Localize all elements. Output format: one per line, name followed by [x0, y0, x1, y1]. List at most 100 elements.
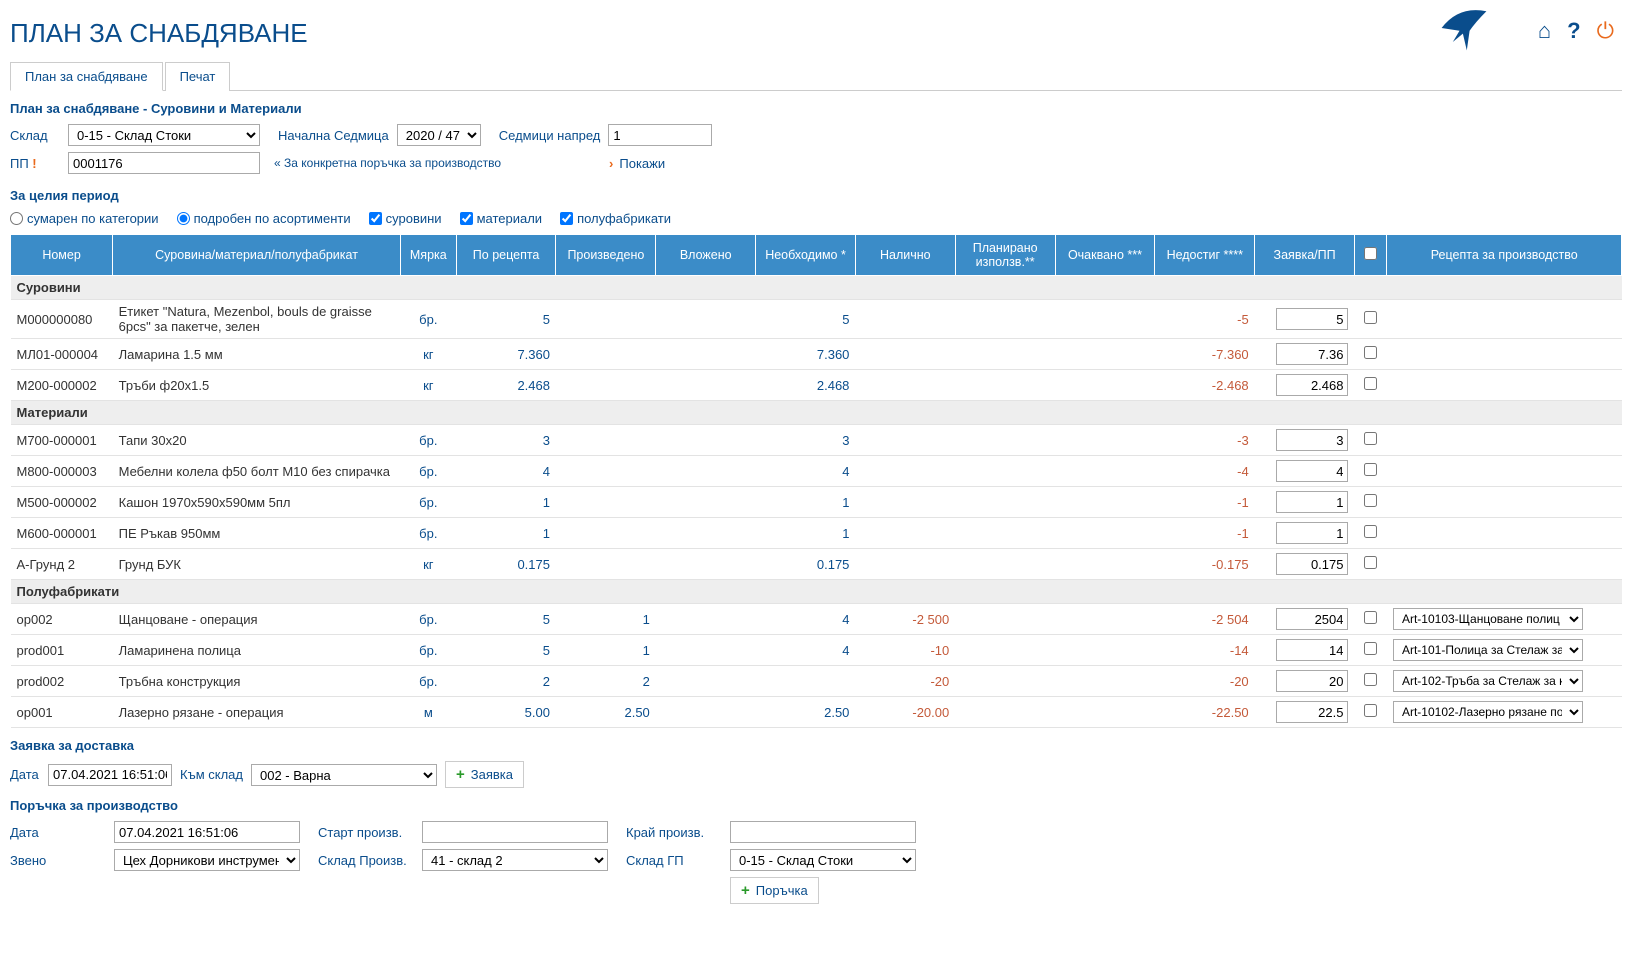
request-input[interactable]: [1276, 460, 1348, 482]
to-warehouse-select[interactable]: 002 - Варна: [251, 764, 437, 786]
supply-table: Номер Суровина/материал/полуфабрикат Мяр…: [10, 234, 1622, 728]
col-prod-recipe: Рецепта за производство: [1387, 235, 1622, 276]
section-heading: План за снабдяване - Суровини и Материал…: [10, 101, 1622, 116]
unit-select[interactable]: Цех Дорникови инструменти: [114, 849, 300, 871]
help-icon[interactable]: ?: [1567, 18, 1580, 44]
chk-raw[interactable]: суровини: [369, 211, 442, 226]
recipe-select[interactable]: Art-101-Полица за Стелаж за: [1393, 639, 1583, 661]
col-name: Суровина/материал/полуфабрикат: [113, 235, 401, 276]
start-week-label: Начална Седмица: [278, 128, 389, 143]
fg-wh-label: Склад ГП: [626, 853, 722, 868]
row-checkbox[interactable]: [1364, 525, 1377, 538]
row-checkbox[interactable]: [1364, 311, 1377, 324]
chk-materials[interactable]: материали: [460, 211, 543, 226]
table-row: M600-000001ПЕ Ръкав 950ммбр.11-1: [11, 518, 1622, 549]
row-checkbox[interactable]: [1364, 377, 1377, 390]
warehouse-select[interactable]: 0-15 - Склад Стоки: [68, 124, 260, 146]
end-prod-input[interactable]: [730, 821, 916, 843]
request-input[interactable]: [1276, 670, 1348, 692]
weeks-fwd-input[interactable]: [608, 124, 712, 146]
col-produced: Произведено: [556, 235, 656, 276]
table-row: M700-000001Тапи 30x20бр.33-3: [11, 425, 1622, 456]
request-input[interactable]: [1276, 429, 1348, 451]
home-icon[interactable]: ⌂: [1538, 18, 1551, 44]
tab-supply-plan[interactable]: План за снабдяване: [10, 62, 163, 91]
show-label: Покажи: [619, 156, 665, 171]
col-shortage: Недостиг ****: [1155, 235, 1255, 276]
request-input[interactable]: [1276, 553, 1348, 575]
radio-detailed[interactable]: подробен по асортименти: [177, 211, 351, 226]
col-available: Налично: [855, 235, 955, 276]
pp-label: ПП: [10, 156, 60, 171]
request-input[interactable]: [1276, 701, 1348, 723]
recipe-select[interactable]: Art-10103-Щанцоване полиц: [1393, 608, 1583, 630]
col-planned-use: Планирано използв.**: [955, 235, 1055, 276]
row-checkbox[interactable]: [1364, 463, 1377, 476]
prod-order-heading: Поръчка за производство: [10, 798, 1622, 813]
prod-date-input[interactable]: [114, 821, 300, 843]
row-checkbox[interactable]: [1364, 346, 1377, 359]
prod-date-label: Дата: [10, 825, 106, 840]
select-all-checkbox[interactable]: [1364, 247, 1377, 260]
table-row: МЛ01-000004Ламарина 1.5 ммкг7.3607.360-7…: [11, 339, 1622, 370]
table-row: op001Лазерно рязане - операциям5.002.502…: [11, 697, 1622, 728]
request-input[interactable]: [1276, 308, 1348, 330]
group-row: Материали: [11, 401, 1622, 425]
request-input[interactable]: [1276, 343, 1348, 365]
col-input: Вложено: [656, 235, 756, 276]
delivery-date-input[interactable]: [48, 764, 172, 786]
row-checkbox[interactable]: [1364, 642, 1377, 655]
chevron-right-icon: ›: [609, 156, 613, 171]
table-row: M500-000002Кашон 1970x590x590мм 5плбр.11…: [11, 487, 1622, 518]
recipe-select[interactable]: Art-10102-Лазерно рязане по: [1393, 701, 1583, 723]
col-number: Номер: [11, 235, 113, 276]
table-row: А-Грунд 2Грунд БУКкг0.1750.175-0.175: [11, 549, 1622, 580]
chk-semi[interactable]: полуфабрикати: [560, 211, 671, 226]
col-request: Заявка/ПП: [1255, 235, 1355, 276]
fg-wh-select[interactable]: 0-15 - Склад Стоки: [730, 849, 916, 871]
col-by-recipe: По рецепта: [456, 235, 556, 276]
request-input[interactable]: [1276, 608, 1348, 630]
col-needed: Необходимо *: [756, 235, 856, 276]
unit-label: Звено: [10, 853, 106, 868]
create-request-button[interactable]: +Заявка: [445, 761, 524, 788]
period-heading: За целия период: [10, 188, 1622, 203]
show-button[interactable]: › Покажи: [609, 156, 665, 171]
logout-icon[interactable]: ⏻: [1597, 18, 1614, 44]
row-checkbox[interactable]: [1364, 673, 1377, 686]
delivery-date-label: Дата: [10, 767, 40, 782]
prod-wh-select[interactable]: 41 - склад 2: [422, 849, 608, 871]
prod-wh-label: Склад Произв.: [318, 853, 414, 868]
request-input[interactable]: [1276, 491, 1348, 513]
start-week-select[interactable]: 2020 / 47: [397, 124, 481, 146]
pp-input[interactable]: [68, 152, 260, 174]
start-prod-label: Старт произв.: [318, 825, 414, 840]
row-checkbox[interactable]: [1364, 432, 1377, 445]
radio-sum-by-cat[interactable]: сумарен по категории: [10, 211, 159, 226]
row-checkbox[interactable]: [1364, 704, 1377, 717]
logo-bird-icon: [1436, 0, 1492, 68]
row-checkbox[interactable]: [1364, 611, 1377, 624]
table-row: M000000080Етикет "Natura, Mezenbol, boul…: [11, 300, 1622, 339]
row-checkbox[interactable]: [1364, 556, 1377, 569]
request-input[interactable]: [1276, 374, 1348, 396]
end-prod-label: Край произв.: [626, 825, 722, 840]
create-order-button[interactable]: +Поръчка: [730, 877, 819, 904]
tab-print[interactable]: Печат: [165, 62, 231, 91]
start-prod-input[interactable]: [422, 821, 608, 843]
table-row: prod001Ламаринена полицабр.514-10-14Art-…: [11, 635, 1622, 666]
group-row: Полуфабрикати: [11, 580, 1622, 604]
page-title: ПЛАН ЗА СНАБДЯВАНЕ: [10, 0, 1622, 61]
warehouse-label: Склад: [10, 128, 60, 143]
plus-icon: +: [741, 882, 750, 899]
pp-note: « За конкретна поръчка за производство: [274, 156, 501, 170]
table-row: op002Щанцоване - операциябр.514-2 500-2 …: [11, 604, 1622, 635]
weeks-fwd-label: Седмици напред: [499, 128, 601, 143]
to-warehouse-label: Към склад: [180, 767, 243, 782]
row-checkbox[interactable]: [1364, 494, 1377, 507]
request-input[interactable]: [1276, 522, 1348, 544]
col-checkbox: [1354, 235, 1386, 276]
recipe-select[interactable]: Art-102-Тръба за Стелаж за к: [1393, 670, 1583, 692]
plus-icon: +: [456, 766, 465, 783]
request-input[interactable]: [1276, 639, 1348, 661]
